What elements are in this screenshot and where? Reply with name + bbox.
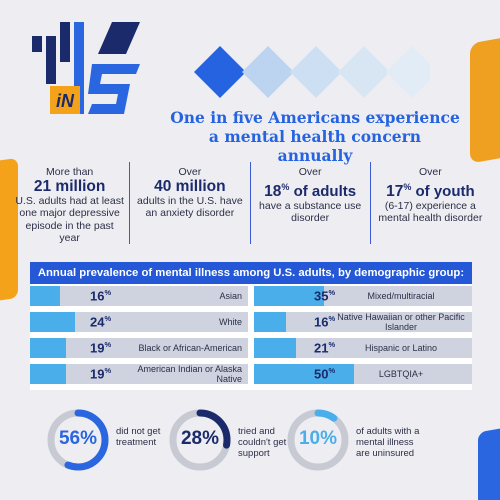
prevalence-value: 19%: [90, 340, 112, 356]
logo-in-text: iN: [56, 91, 75, 111]
stat-description: (6-17) experience a mental health disord…: [378, 199, 483, 225]
stat-figure: 40 million: [154, 177, 226, 195]
decorative-accent-right: [470, 36, 500, 164]
prevalence-row: 16% Asian: [30, 286, 248, 306]
panel-title: Annual prevalence of mental illness amon…: [30, 262, 472, 284]
donut-arc: [287, 409, 349, 471]
prevalence-row: 16% Native Hawaiian or other Pacific Isla…: [254, 312, 472, 332]
stats-row: More than 21 million U.S. adults had at …: [10, 162, 490, 244]
prevalence-value: 35%: [314, 288, 336, 304]
prevalence-value: 16%: [314, 314, 336, 330]
prevalence-row: 19% Black or African-American: [30, 338, 248, 358]
donut-arc: [47, 409, 109, 471]
prevalence-bar-fill: [30, 312, 75, 332]
prevalence-label: Black or African-American: [138, 343, 242, 353]
donut-chart: [169, 409, 231, 471]
prevalence-row: 21% Hispanic or Latino: [254, 338, 472, 358]
stat-figure: 18% of adults: [264, 181, 357, 200]
prevalence-row: 19% American Indian or Alaska Native: [30, 364, 248, 384]
donut-value: 56%: [58, 428, 98, 449]
stat-figure: 17% of youth: [386, 181, 475, 200]
prevalence-label: Hispanic or Latino: [364, 343, 438, 353]
prevalence-value: 21%: [314, 340, 336, 356]
donut-value: 10%: [298, 428, 338, 449]
stat-prefix: More than: [45, 166, 94, 178]
stat-depression: More than 21 million U.S. adults had at …: [10, 162, 129, 244]
donut-chart: [287, 409, 349, 471]
prevalence-label: LGBTQIA+: [378, 369, 424, 379]
donut-label: did not get treatment: [116, 426, 161, 448]
prevalence-label: Mixed/multiracial: [367, 291, 435, 301]
donut-chart: [47, 409, 109, 471]
diamond-decoration: [194, 46, 430, 98]
donut-value: 28%: [180, 428, 220, 449]
prevalence-label: Asian: [219, 291, 242, 301]
stat-figure: 21 million: [33, 177, 106, 195]
prevalence-bar-fill: [30, 286, 60, 306]
prevalence-row: 24% White: [30, 312, 248, 332]
prevalence-row: 35% Mixed/multiracial: [254, 286, 472, 306]
prevalence-label: White: [218, 317, 242, 327]
stat-substance-use: Over 18% of adults have a substance use …: [249, 162, 370, 244]
donut-label: tried and couldn't get support: [238, 426, 287, 459]
stat-prefix: Over: [418, 166, 442, 178]
stat-anxiety: Over 40 million adults in the U.S. have …: [129, 162, 249, 244]
prevalence-bar-fill: [30, 364, 66, 384]
prevalence-bar-fill: [254, 364, 354, 384]
stat-description: have a substance use disorder: [259, 199, 362, 225]
stat-description: U.S. adults had at least one major depre…: [15, 194, 124, 245]
prevalence-value: 19%: [90, 366, 112, 382]
prevalence-bar-fill: [30, 338, 66, 358]
one-in-five-logo: iN: [32, 22, 140, 114]
prevalence-bar-fill: [254, 312, 286, 332]
prevalence-panel: Annual prevalence of mental illness amon…: [30, 262, 472, 390]
prevalence-value: 24%: [90, 314, 112, 330]
donut-arc: [169, 409, 231, 471]
prevalence-bar-fill: [254, 286, 324, 306]
decorative-accent-bottom-right: [478, 427, 500, 500]
prevalence-row: 50% LGBTQIA+: [254, 364, 472, 384]
prevalence-value: 50%: [314, 366, 336, 382]
stat-prefix: Over: [298, 166, 322, 178]
page-headline: One in five Americans experience a menta…: [170, 108, 460, 165]
prevalence-label: Native Hawaiian or other Pacific Islande…: [337, 312, 465, 332]
stat-prefix: Over: [178, 166, 202, 178]
stat-youth: Over 17% of youth (6-17) experience a me…: [369, 162, 490, 244]
prevalence-bar-fill: [254, 338, 296, 358]
prevalence-label: American Indian or Alaska Native: [137, 364, 242, 384]
prevalence-value: 16%: [90, 288, 112, 304]
donut-label: of adults with a mental illness are unin…: [356, 426, 420, 459]
stat-description: adults in the U.S. have an anxiety disor…: [137, 194, 243, 220]
